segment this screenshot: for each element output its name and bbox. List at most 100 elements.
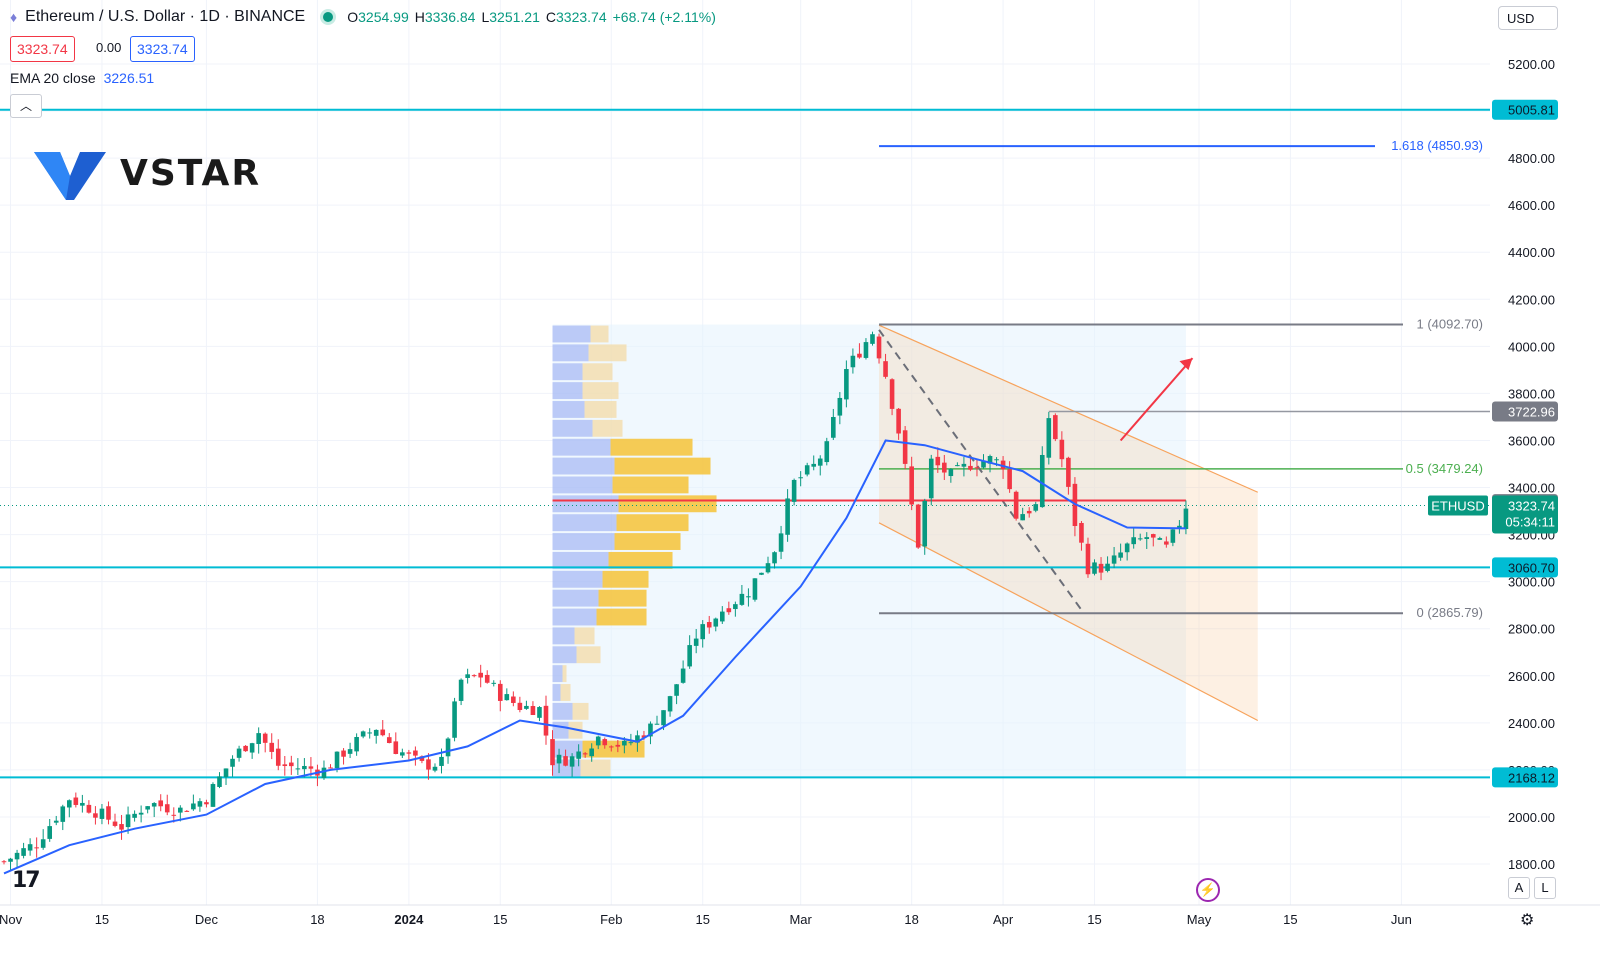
volume-profile-down-bar: [562, 665, 567, 683]
candle-body: [537, 707, 542, 718]
log-scale-button[interactable]: L: [1534, 877, 1556, 899]
x-tick-label: Nov: [0, 912, 23, 927]
candle-body: [968, 465, 973, 470]
y-tick-label: 5200.00: [1508, 57, 1555, 72]
y-tick-label: 4000.00: [1508, 339, 1555, 354]
collapse-legend-button[interactable]: ︿: [10, 94, 42, 118]
volume-profile-up-bar: [552, 419, 593, 437]
candle-body: [1085, 543, 1091, 575]
candle-body: [589, 748, 594, 757]
x-tick-label: 18: [310, 912, 324, 927]
x-tick-label: 2024: [394, 912, 424, 927]
ethereum-icon: ♦: [10, 9, 18, 25]
key-level-badge: [1492, 557, 1558, 578]
volume-profile-down-bar: [596, 608, 647, 626]
gear-icon[interactable]: ⚙: [1520, 912, 1535, 929]
candle-body: [1033, 504, 1039, 511]
candle-body: [772, 552, 777, 564]
channel-lower-line: [878, 522, 1259, 722]
candle-body: [602, 739, 608, 746]
vstar-logo: VSTAR: [34, 146, 261, 200]
candle-body: [426, 759, 431, 770]
candle-body: [746, 596, 751, 598]
candle-body: [504, 694, 510, 701]
candle-body: [935, 456, 941, 466]
tradingview-logo[interactable]: 17: [12, 868, 41, 893]
candle-body: [1105, 563, 1110, 571]
candle-body: [204, 802, 209, 805]
auto-scale-button[interactable]: A: [1508, 877, 1530, 899]
fib-level-label: 1 (4092.70): [1417, 317, 1484, 332]
candle-body: [817, 458, 823, 466]
candle-body: [752, 578, 758, 600]
candle-body: [210, 784, 216, 807]
x-tick-label: May: [1187, 912, 1212, 927]
y-tick-label: 4800.00: [1508, 151, 1555, 166]
candle-body: [654, 723, 660, 725]
candle-body: [863, 342, 869, 358]
volume-profile-up-bar: [552, 608, 597, 626]
sell-button[interactable]: 3323.74: [10, 36, 75, 62]
candle-body: [1, 861, 7, 863]
volume-profile-down-bar: [574, 627, 595, 645]
candle-body: [99, 808, 105, 819]
candle-body: [1053, 415, 1058, 440]
candle-body: [831, 417, 836, 438]
candle-body: [497, 683, 503, 701]
symbol-title[interactable]: Ethereum / U.S. Dollar · 1D · BINANCE: [25, 8, 306, 25]
currency-select[interactable]: USD: [1498, 6, 1558, 30]
candle-body: [269, 742, 275, 752]
volume-profile-down-bar: [612, 476, 689, 494]
candle-body: [981, 461, 986, 468]
volume-profile-up-bar: [552, 514, 617, 532]
candle-body: [883, 361, 888, 377]
candle-body: [21, 848, 26, 856]
candle-body: [1059, 439, 1065, 460]
candle-body: [386, 737, 392, 744]
volume-profile-down-bar: [582, 363, 613, 381]
volume-profile-down-bar: [618, 495, 717, 513]
candle-body: [60, 806, 66, 822]
candle-body: [282, 764, 288, 767]
volume-profile-up-bar: [552, 344, 589, 362]
candle-body: [608, 746, 614, 748]
lightning-icon[interactable]: ⚡: [1196, 878, 1220, 902]
volume-profile-down-bar: [602, 570, 649, 588]
candle-body: [47, 826, 53, 839]
bullish-arrow: [1119, 357, 1194, 442]
candle-body: [1131, 537, 1136, 545]
candle-body: [615, 744, 621, 747]
ohlc-open: O3254.99: [347, 9, 409, 25]
candle-body: [889, 379, 895, 409]
x-tick-label: Mar: [789, 912, 812, 927]
volume-profile-area: [552, 324, 1186, 778]
candle-body: [347, 749, 353, 754]
buy-button[interactable]: 3323.74: [130, 36, 195, 62]
key-level-badge-label: 2168.12: [1508, 770, 1555, 785]
candle-body: [720, 611, 725, 622]
volume-profile-up-bar: [552, 740, 583, 758]
candle-body: [125, 814, 131, 828]
candle-body: [739, 593, 745, 605]
candle-body: [641, 735, 647, 738]
candle-body: [432, 766, 438, 771]
candle-body: [850, 355, 856, 368]
ema-legend[interactable]: EMA 20 close 3226.51: [10, 70, 154, 86]
ohlc-low: L3251.21: [481, 9, 540, 25]
candle-body: [184, 810, 190, 812]
ema-label: EMA 20 close: [10, 70, 96, 86]
candle-body: [400, 752, 405, 756]
last-price-badge: [1492, 495, 1558, 534]
candle-body: [1092, 562, 1097, 574]
volume-profile-down-bar: [598, 589, 647, 607]
x-tick-label: 15: [1087, 912, 1101, 927]
chart-header: ♦ Ethereum / U.S. Dollar · 1D · BINANCE …: [10, 8, 722, 26]
candle-body: [543, 705, 549, 736]
candle-body: [1124, 543, 1130, 553]
candle-body: [80, 802, 85, 806]
candle-body: [759, 572, 764, 575]
candle-body: [478, 672, 483, 678]
candle-body: [922, 500, 928, 547]
volume-profile-down-bar: [584, 401, 617, 418]
